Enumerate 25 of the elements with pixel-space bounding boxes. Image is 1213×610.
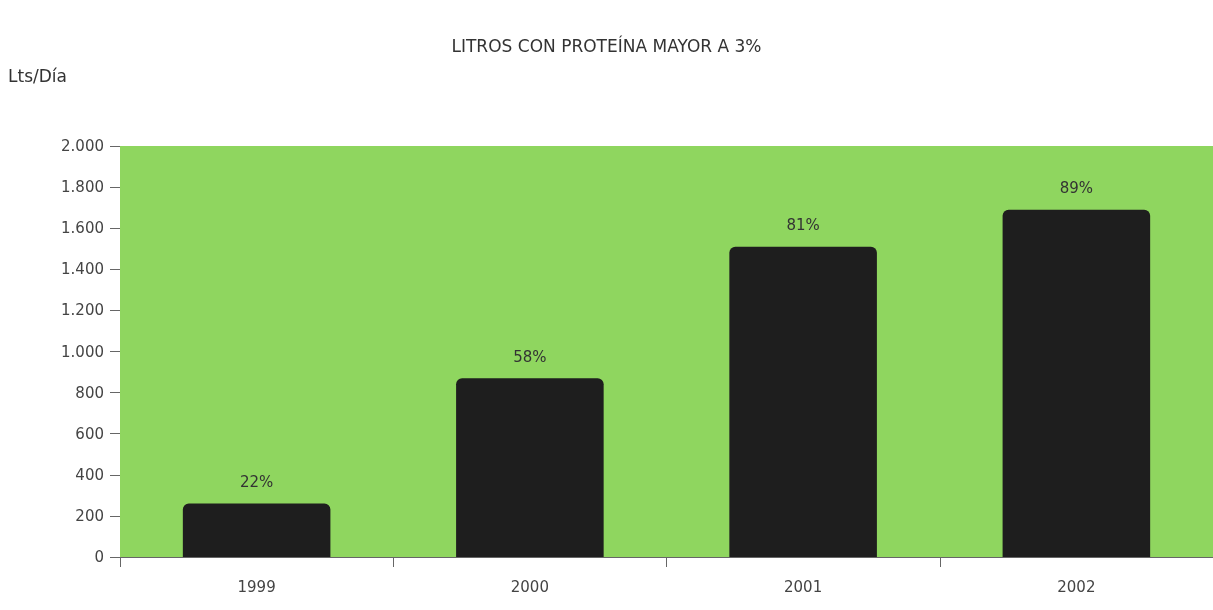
bar: [456, 378, 604, 557]
y-tick-label: 1.400: [61, 260, 104, 279]
x-tick-label: 2001: [784, 577, 823, 596]
x-tick-label: 2002: [1057, 577, 1096, 596]
bar: [729, 246, 877, 557]
y-tick-label: 400: [75, 465, 104, 484]
y-tick-label: 1.200: [61, 301, 104, 320]
y-tick-label: 2.000: [61, 137, 104, 155]
y-tick-label: 800: [75, 383, 104, 402]
annotation: 81%: [786, 216, 820, 235]
annotation: 22%: [239, 473, 274, 492]
bar: [1002, 209, 1151, 557]
y-tick-label: 1.000: [61, 342, 104, 361]
y-axis-title: Lts/Día: [8, 65, 67, 86]
chart-title: LITROS CON PROTEÍNA MAYOR A 3%: [451, 34, 762, 56]
y-tick-label: 1.800: [61, 178, 104, 197]
y-tick-label: 0: [94, 548, 104, 566]
annotation: 58%: [513, 347, 547, 366]
y-tick-label: 200: [75, 506, 104, 525]
bar: [182, 503, 331, 557]
x-tick-label: 1999: [237, 577, 276, 596]
x-tick-label: 2000: [510, 577, 549, 596]
y-tick-label: 1.600: [61, 219, 104, 238]
annotation: 89%: [1059, 179, 1094, 198]
y-tick-label: 600: [75, 424, 104, 443]
